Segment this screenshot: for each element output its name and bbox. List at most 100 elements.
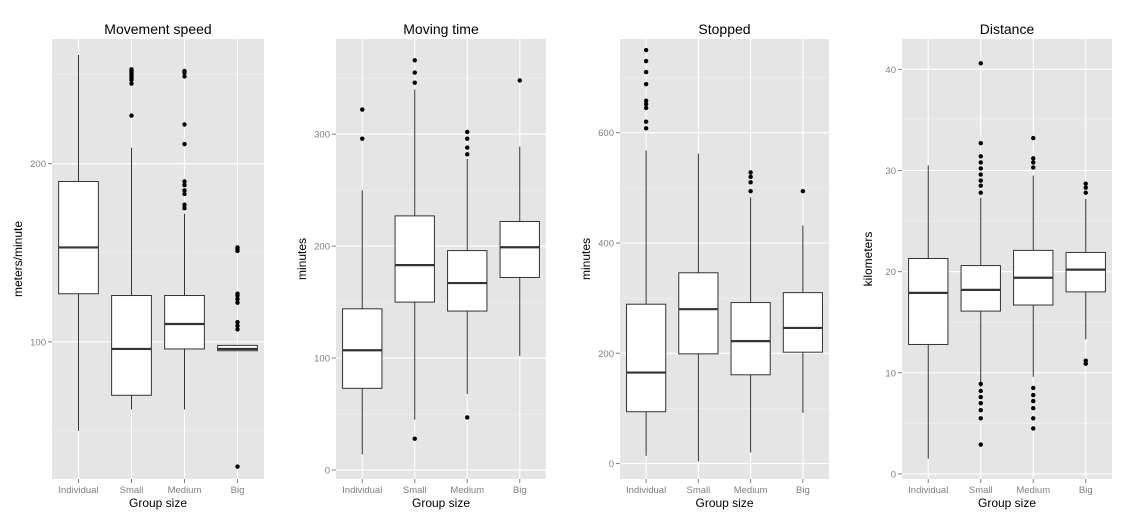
outlier-point xyxy=(1031,135,1036,141)
y-tick-label: 600 xyxy=(598,128,614,139)
outlier-point xyxy=(465,415,470,420)
outlier-point xyxy=(182,188,187,193)
outlier-point xyxy=(1031,398,1036,404)
box-iqr xyxy=(908,257,949,345)
outlier-point xyxy=(182,182,187,188)
outlier-point xyxy=(978,61,983,66)
y-axis-title: meters/minute xyxy=(11,221,25,297)
x-tick-label: Individual xyxy=(58,485,98,496)
outlier-point xyxy=(748,188,753,194)
outlier-point xyxy=(978,172,983,177)
outlier-point xyxy=(235,245,240,250)
outlier-point xyxy=(978,400,983,406)
outlier-point xyxy=(978,416,983,421)
x-tick-label: Medium xyxy=(168,485,202,496)
box-medium xyxy=(1013,135,1054,431)
box-medium xyxy=(447,129,488,420)
outlier-point xyxy=(182,206,187,211)
outlier-point xyxy=(1031,385,1036,391)
outlier-point xyxy=(748,180,753,185)
outlier-point xyxy=(978,160,983,165)
x-axis-title: Group size xyxy=(978,496,1036,510)
panel-title: Distance xyxy=(980,21,1035,37)
outlier-point xyxy=(235,464,240,469)
x-tick-label: Small xyxy=(969,485,993,496)
chart-panel-4: 0 10 20 30 40 Individual Small Medium Big Distanc… xyxy=(861,21,1112,510)
y-tick-label: 100 xyxy=(314,354,330,365)
outlier-point xyxy=(800,188,806,194)
x-tick-label: Medium xyxy=(450,485,484,496)
outlier-point xyxy=(748,174,753,180)
x-tick-label: Medium xyxy=(734,485,768,496)
outlier-point xyxy=(1031,156,1036,161)
outlier-point xyxy=(360,107,365,112)
box-individual xyxy=(342,107,383,455)
y-tick-label: 30 xyxy=(885,166,896,177)
box-iqr xyxy=(678,272,719,355)
outlier-point xyxy=(1031,392,1036,398)
y-tick-label: 200 xyxy=(30,159,46,170)
box-big xyxy=(782,188,823,413)
outlier-point xyxy=(129,113,134,118)
outlier-point xyxy=(643,126,649,131)
chart-panel-2: 0 100 200 300 Individual Small Medium Big Moving… xyxy=(295,21,546,510)
outlier-point xyxy=(465,152,470,157)
box-iqr xyxy=(730,302,771,376)
outlier-point xyxy=(1031,426,1036,431)
outlier-point xyxy=(235,323,240,329)
y-tick-label: 0 xyxy=(325,466,330,477)
y-tick-label: 0 xyxy=(609,459,614,470)
box-big xyxy=(217,245,258,469)
x-tick-label: Big xyxy=(513,485,527,496)
box-small xyxy=(960,61,1001,447)
outlier-point xyxy=(182,68,187,74)
outlier-point xyxy=(465,129,470,135)
outlier-point xyxy=(643,119,649,124)
outlier-point xyxy=(129,81,134,86)
outlier-point xyxy=(517,78,522,83)
x-axis-title: Group size xyxy=(129,496,187,510)
box-iqr xyxy=(1065,251,1106,293)
box-individual xyxy=(626,47,667,456)
outlier-point xyxy=(235,327,240,332)
box-individual xyxy=(908,165,949,459)
panel-title: Moving time xyxy=(403,21,479,37)
x-axis-title: Group size xyxy=(695,496,753,510)
outlier-point xyxy=(1083,358,1088,363)
box-individual xyxy=(58,55,99,431)
y-tick-label: 300 xyxy=(314,130,330,141)
box-iqr xyxy=(111,295,152,396)
x-tick-label: Individual xyxy=(626,485,666,496)
outlier-point xyxy=(182,202,187,207)
outlier-point xyxy=(412,80,417,85)
outlier-point xyxy=(235,291,240,296)
outlier-point xyxy=(1083,185,1088,190)
x-tick-label: Individual xyxy=(342,485,382,496)
y-tick-label: 0 xyxy=(891,469,896,480)
box-small xyxy=(111,67,152,410)
outlier-point xyxy=(182,122,187,127)
outlier-point xyxy=(643,82,649,87)
y-tick-label: 20 xyxy=(885,267,896,278)
box-small xyxy=(394,58,435,441)
outlier-point xyxy=(978,388,983,394)
y-tick-label: 200 xyxy=(314,242,330,253)
x-tick-label: Big xyxy=(231,485,245,496)
box-iqr xyxy=(782,292,823,353)
box-iqr xyxy=(626,303,667,413)
y-tick-label: 40 xyxy=(885,65,896,76)
box-iqr xyxy=(164,295,205,350)
outlier-point xyxy=(978,166,983,171)
outlier-point xyxy=(412,70,417,75)
y-tick-label: 10 xyxy=(885,368,896,379)
box-iqr xyxy=(58,181,99,295)
outlier-point xyxy=(182,179,187,184)
x-tick-label: Small xyxy=(686,485,710,496)
outlier-point xyxy=(1083,190,1088,195)
box-small xyxy=(678,153,719,462)
y-axis-title: minutes xyxy=(579,238,593,280)
outlier-point xyxy=(643,101,649,107)
outlier-point xyxy=(643,58,649,64)
outlier-point xyxy=(1031,416,1036,421)
